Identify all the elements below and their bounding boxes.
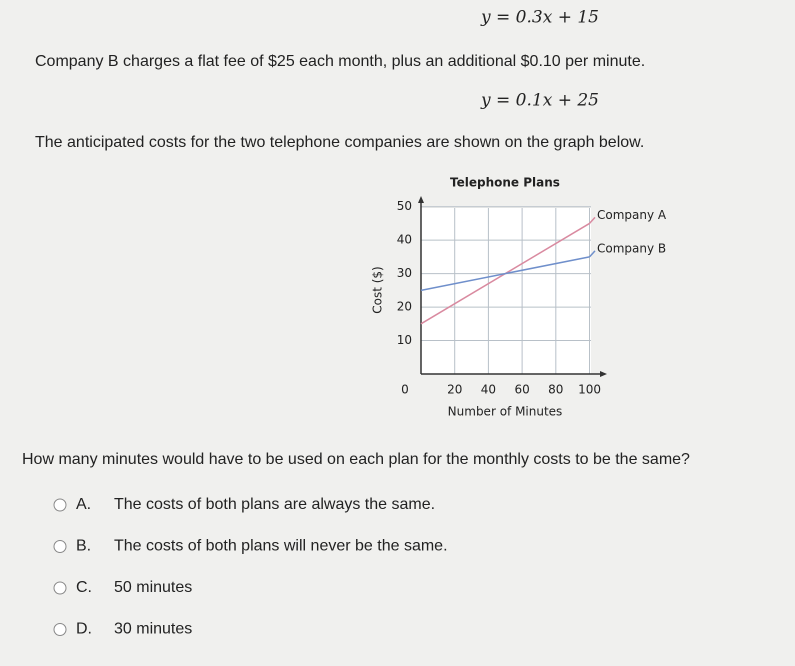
option-letter[interactable]: C. [76, 579, 92, 596]
option-letter[interactable]: A. [76, 496, 91, 513]
equation: y = 0.3x + 15 [480, 8, 599, 28]
x-tick-label: 60 [514, 383, 529, 397]
option-letter[interactable]: D. [76, 621, 92, 638]
radio-button[interactable] [53, 623, 67, 636]
equation: y = 0.1x + 25 [480, 91, 599, 111]
leader-line [588, 250, 596, 258]
y-tick-label: 30 [397, 266, 412, 280]
options: A. The costs of both plans are always the… [53, 496, 448, 638]
radio-button[interactable] [53, 540, 67, 553]
paragraph: The anticipated costs for the two teleph… [35, 134, 644, 151]
chart: 10 20 30 40 50 0 20 40 60 80 100 Company A Company B [397, 196, 667, 397]
option-text[interactable]: The costs of both plans will never be th… [114, 538, 448, 555]
radio-button[interactable] [53, 581, 67, 595]
legend-label: Company B [597, 241, 666, 255]
radio-button[interactable] [53, 498, 67, 512]
chart-title: Telephone Plans [450, 176, 560, 190]
paragraph: Company B charges a flat fee of $25 each… [35, 53, 645, 70]
y-tick-label: 50 [397, 199, 412, 213]
option-text[interactable]: 30 minutes [114, 621, 192, 638]
x-axis-arrow [600, 371, 607, 377]
y-axis-label: Cost ($) [371, 266, 385, 314]
x-tick-label: 0 [401, 383, 409, 397]
leader-line [588, 216, 596, 224]
y-tick-label: 40 [397, 233, 412, 247]
y-axis-arrow [418, 196, 424, 203]
y-tick-label: 10 [397, 333, 412, 347]
option-text[interactable]: The costs of both plans are always the s… [114, 496, 435, 513]
option-text[interactable]: 50 minutes [114, 579, 192, 596]
x-tick-label: 80 [548, 383, 563, 397]
x-tick-label: 20 [447, 383, 462, 397]
x-tick-label: 40 [481, 383, 496, 397]
plot-area [421, 208, 591, 374]
option-letter[interactable]: B. [76, 538, 91, 555]
x-axis-label: Number of Minutes [448, 405, 563, 419]
x-tick-label: 100 [578, 383, 601, 397]
legend-label: Company A [597, 208, 667, 222]
y-tick-label: 20 [397, 300, 412, 314]
question: How many minutes would have to be used o… [22, 451, 690, 468]
series-line [420, 256, 590, 292]
